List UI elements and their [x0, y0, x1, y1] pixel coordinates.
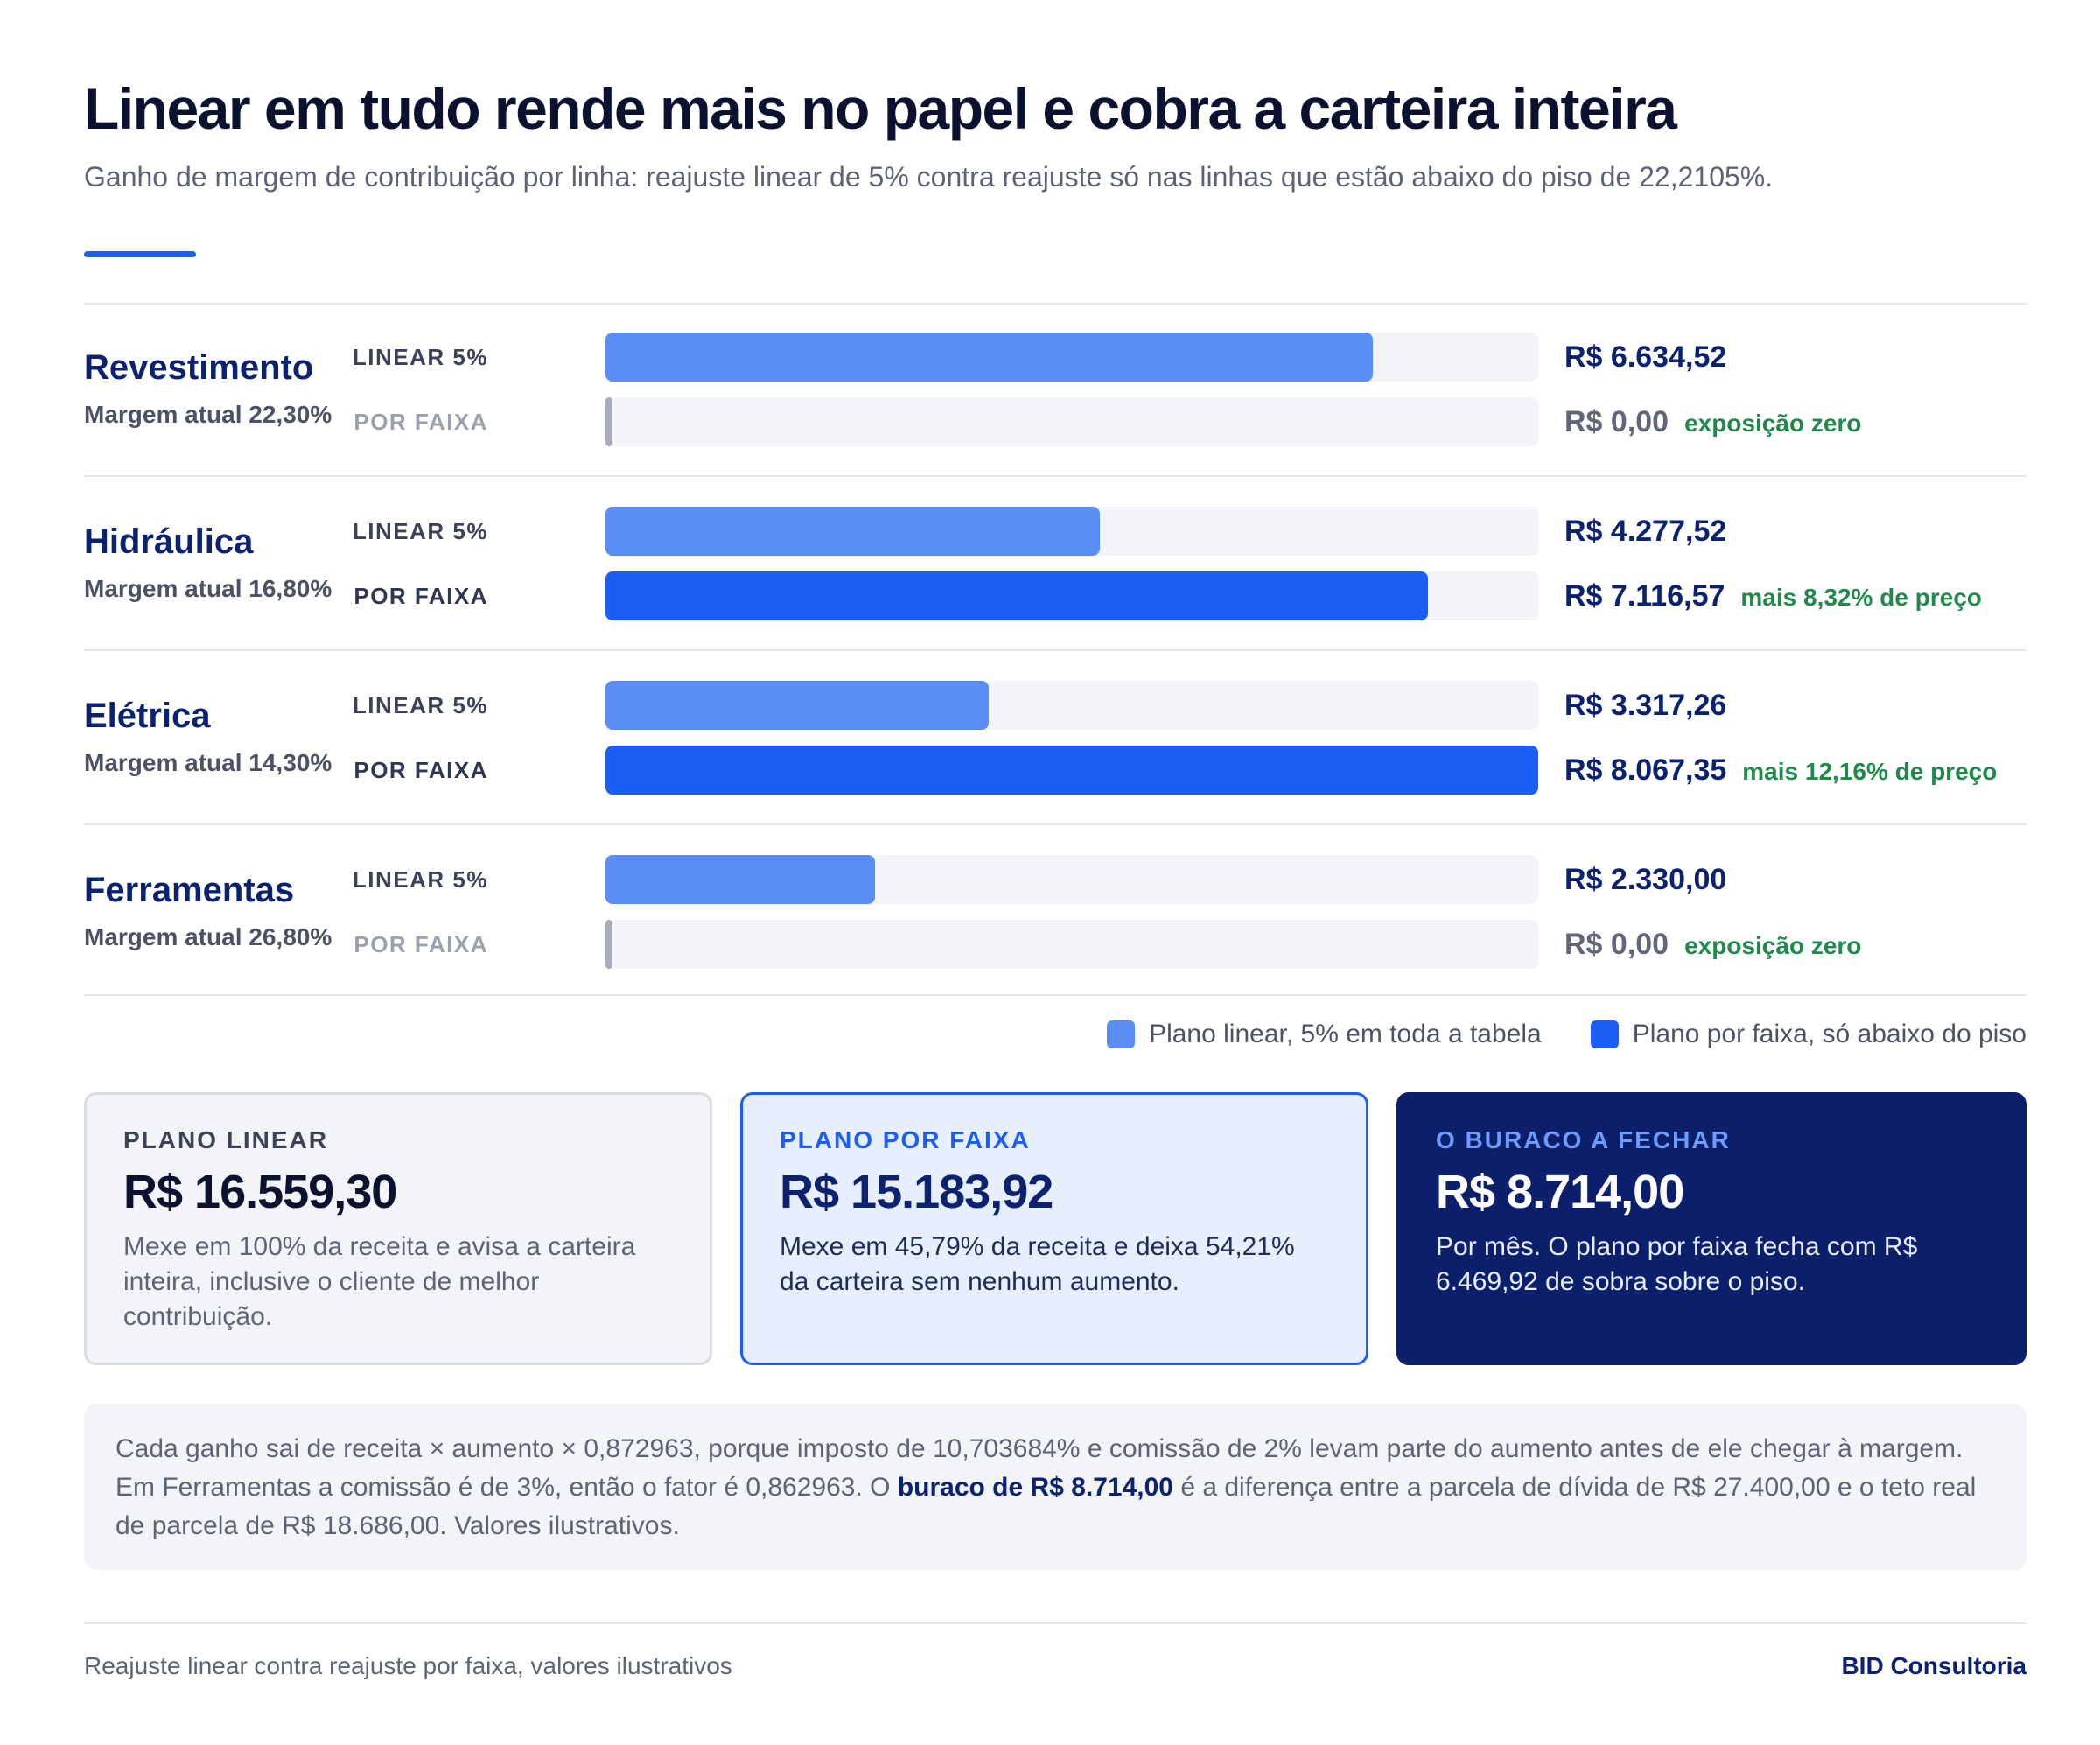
- bottom-divider: [84, 994, 2026, 996]
- category-name: Hidráulica: [84, 522, 254, 561]
- bar-value-label: R$ 0,00 exposição zero: [1564, 397, 1861, 446]
- legend-item-faixa: Plano por faixa, só abaixo do piso: [1590, 1020, 2026, 1049]
- bar-faixa-ferramentas: [606, 920, 612, 969]
- footer-divider: [84, 1622, 2026, 1624]
- top-divider: [84, 303, 2026, 305]
- value-text: R$ 2.330,00: [1564, 863, 1727, 896]
- category-name: Elétrica: [84, 697, 211, 735]
- value-text: R$ 3.317,26: [1564, 689, 1727, 722]
- bar-annotation: mais 12,16% de preço: [1742, 758, 1998, 785]
- note-text-1: Cada ganho sai de receita × aumento × 0,…: [116, 1434, 1964, 1502]
- bar-track: [606, 681, 1538, 730]
- card-buraco: O BURACO A FECHAR R$ 8.714,00 Por mês. O…: [1396, 1092, 2026, 1365]
- accent-line: [84, 251, 196, 257]
- bar-group-linear: LINEAR 5% R$ 2.330,00: [84, 855, 2026, 904]
- bar-linear-ferramentas: [606, 855, 875, 904]
- bar-linear-hidraulica: [606, 507, 1100, 556]
- legend-label-linear: Plano linear, 5% em toda a tabela: [1149, 1020, 1542, 1048]
- legend-label-faixa: Plano por faixa, só abaixo do piso: [1632, 1020, 2026, 1048]
- bar-group-linear: LINEAR 5% R$ 6.634,52: [84, 333, 2026, 382]
- category-margin: Margem atual 14,30%: [84, 749, 332, 776]
- card-text: Mexe em 100% da receita e avisa a cartei…: [123, 1232, 636, 1331]
- footer-brand: BID Consultoria: [1841, 1652, 2026, 1679]
- bar-row-label: LINEAR 5%: [352, 866, 488, 893]
- bar-row-label: LINEAR 5%: [352, 518, 488, 544]
- bar-group-linear: LINEAR 5% R$ 3.317,26: [84, 681, 2026, 730]
- bar-row-label: POR FAIXA: [354, 583, 488, 609]
- summary-cards: PLANO LINEAR R$ 16.559,30 Mexe em 100% d…: [84, 1092, 2026, 1365]
- bar-track: [606, 507, 1538, 556]
- bar-value-label: R$ 3.317,26: [1564, 681, 1726, 730]
- category-margin: Margem atual 26,80%: [84, 923, 332, 950]
- bar-value-label: R$ 8.067,35 mais 12,16% de preço: [1564, 746, 1997, 795]
- bar-faixa-eletrica: [606, 746, 1538, 795]
- chart-legend: Plano linear, 5% em toda a tabela Plano …: [1107, 1017, 2026, 1052]
- bar-track: [606, 746, 1538, 795]
- page-subtitle: Ganho de margem de contribuição por linh…: [84, 161, 1774, 193]
- category-row-revestimento: Revestimento Margem atual 22,30% LINEAR 5%…: [84, 303, 2026, 475]
- bar-linear-revestimento: [606, 333, 1373, 382]
- card-plano-linear: PLANO LINEAR R$ 16.559,30 Mexe em 100% d…: [84, 1092, 712, 1365]
- bar-value-label: R$ 2.330,00: [1564, 855, 1726, 904]
- legend-item-linear: Plano linear, 5% em toda a tabela: [1107, 1020, 1542, 1049]
- bar-annotation: exposição zero: [1684, 410, 1862, 437]
- value-text: R$ 8.067,35: [1564, 753, 1727, 787]
- value-text: R$ 4.277,52: [1564, 515, 1727, 548]
- category-name: Ferramentas: [84, 871, 295, 909]
- legend-swatch-faixa: [1590, 1020, 1619, 1048]
- bar-row-label: POR FAIXA: [354, 409, 488, 435]
- category-name: Revestimento: [84, 348, 314, 387]
- methodology-note: Cada ganho sai de receita × aumento × 0,…: [84, 1404, 2026, 1570]
- bar-value-label: R$ 0,00 exposição zero: [1564, 920, 1861, 969]
- bar-group-faixa: POR FAIXA R$ 7.116,57 mais 8,32% de preço: [84, 571, 2026, 620]
- card-title: PLANO POR FAIXA: [780, 1126, 1031, 1153]
- bar-faixa-hidraulica: [606, 571, 1428, 620]
- bar-annotation: mais 8,32% de preço: [1740, 584, 1982, 611]
- bar-group-faixa: POR FAIXA R$ 8.067,35 mais 12,16% de preço: [84, 746, 2026, 795]
- card-title: PLANO LINEAR: [123, 1126, 328, 1153]
- bar-value-label: R$ 7.116,57 mais 8,32% de preço: [1564, 571, 1982, 620]
- bar-value-label: R$ 6.634,52: [1564, 333, 1726, 382]
- bar-track: [606, 855, 1538, 904]
- bar-track: [606, 333, 1538, 382]
- card-value: R$ 8.714,00: [1436, 1166, 1684, 1218]
- bar-linear-eletrica: [606, 681, 989, 730]
- value-text: R$ 6.634,52: [1564, 340, 1727, 374]
- bar-value-label: R$ 4.277,52: [1564, 507, 1726, 556]
- category-row-ferramentas: Ferramentas Margem atual 26,80% LINEAR 5% R…: [84, 823, 2026, 998]
- note-text-2: é a diferença entre a parcela de dívida …: [116, 1473, 1977, 1540]
- legend-swatch-linear: [1107, 1020, 1136, 1048]
- footer-caption: Reajuste linear contra reajuste por faix…: [84, 1652, 732, 1679]
- category-margin: Margem atual 22,30%: [84, 401, 332, 428]
- bar-track: [606, 397, 1538, 446]
- bar-row-label: POR FAIXA: [354, 757, 488, 783]
- bar-row-label: LINEAR 5%: [352, 344, 488, 370]
- bar-group-faixa: POR FAIXA R$ 0,00 exposição zero: [84, 397, 2026, 446]
- card-plano-faixa: PLANO POR FAIXA R$ 15.183,92 Mexe em 45,…: [740, 1092, 1368, 1365]
- note-text-bold: buraco de R$ 8.714,00: [897, 1473, 1173, 1502]
- bar-track: [606, 920, 1538, 969]
- bar-group-linear: LINEAR 5% R$ 4.277,52: [84, 507, 2026, 556]
- bar-faixa-revestimento: [606, 397, 612, 446]
- card-text: Mexe em 45,79% da receita e deixa 54,21%…: [780, 1232, 1295, 1296]
- bar-track: [606, 571, 1538, 620]
- value-text: R$ 0,00: [1564, 928, 1670, 961]
- category-row-hidraulica: Hidráulica Margem atual 16,80% LINEAR 5% R$…: [84, 475, 2026, 649]
- page-title: Linear em tudo rende mais no papel e cob…: [84, 76, 1677, 141]
- category-row-eletrica: Elétrica Margem atual 14,30% LINEAR 5% R$ 3…: [84, 649, 2026, 823]
- bar-row-label: POR FAIXA: [354, 931, 488, 957]
- card-text: Por mês. O plano por faixa fecha com R$ …: [1436, 1232, 1918, 1296]
- card-value: R$ 16.559,30: [123, 1166, 397, 1218]
- bar-chart: Revestimento Margem atual 22,30% LINEAR 5%…: [84, 303, 2026, 998]
- value-text: R$ 7.116,57: [1564, 579, 1726, 613]
- card-title: O BURACO A FECHAR: [1436, 1126, 1731, 1153]
- category-margin: Margem atual 16,80%: [84, 575, 332, 602]
- bar-row-label: LINEAR 5%: [352, 692, 488, 718]
- bar-annotation: exposição zero: [1684, 932, 1862, 959]
- card-value: R$ 15.183,92: [780, 1166, 1054, 1218]
- value-text: R$ 0,00: [1564, 405, 1670, 438]
- bar-group-faixa: POR FAIXA R$ 0,00 exposição zero: [84, 920, 2026, 969]
